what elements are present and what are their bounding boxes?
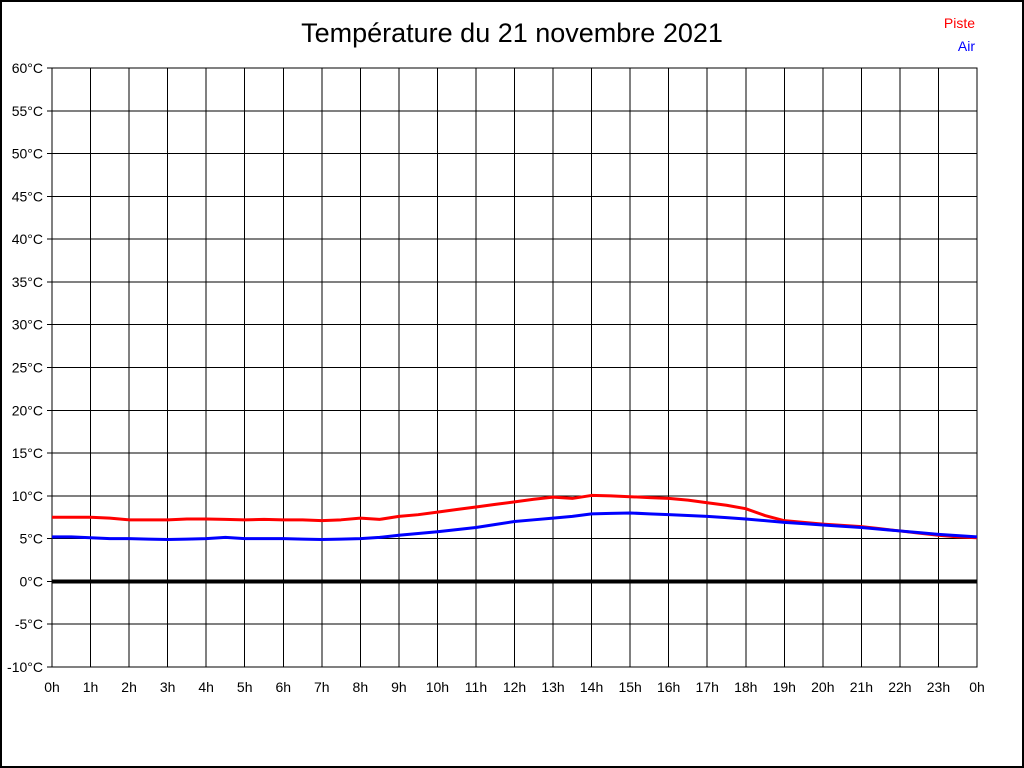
legend-piste-label: Piste [943, 15, 975, 31]
x-tick-label: 1h [83, 679, 99, 695]
x-tick-label: 15h [618, 679, 641, 695]
x-tick-label: 13h [541, 679, 564, 695]
x-tick-label: 0h [44, 679, 60, 695]
x-tick-label: 5h [237, 679, 253, 695]
legend-air-label: Air [957, 38, 975, 54]
x-tick-label: 9h [391, 679, 407, 695]
y-tick-label: 35°C [12, 274, 43, 290]
x-tick-label: 21h [850, 679, 873, 695]
x-tick-label: 3h [160, 679, 176, 695]
y-tick-label: 55°C [12, 103, 43, 119]
y-tick-label: 15°C [12, 445, 43, 461]
legend-item-air: Air [944, 35, 975, 58]
x-tick-label: 16h [657, 679, 680, 695]
x-tick-label: 14h [580, 679, 603, 695]
x-tick-label: 11h [465, 679, 487, 695]
y-tick-label: 25°C [12, 360, 43, 376]
y-tick-label: 5°C [20, 531, 44, 547]
x-tick-label: 2h [121, 679, 137, 695]
plot-border [51, 67, 978, 668]
x-tick-label: 8h [353, 679, 369, 695]
x-tick-label: 6h [275, 679, 291, 695]
air-line [52, 511, 978, 541]
y-tick-label: 45°C [12, 188, 43, 204]
y-tick-label: 30°C [12, 317, 43, 333]
y-tick-label: 60°C [12, 60, 43, 76]
y-tick-label: 50°C [12, 146, 43, 162]
chart-title: Température du 21 novembre 2021 [301, 18, 723, 48]
x-tick-label: 20h [811, 679, 834, 695]
y-tick-label: 10°C [12, 488, 43, 504]
y-tick-label: -10°C [7, 659, 43, 675]
x-tick-label: 7h [314, 679, 330, 695]
x-tick-label: 0h [969, 679, 985, 695]
legend-item-piste: Piste [944, 12, 975, 35]
x-tick-label: 19h [773, 679, 796, 695]
y-tick-label: 0°C [20, 573, 44, 589]
y-tick-label: 20°C [12, 402, 43, 418]
x-tick-label: 23h [927, 679, 950, 695]
y-tick-label: -5°C [15, 616, 43, 632]
x-tick-label: 12h [503, 679, 526, 695]
x-tick-label: 18h [734, 679, 757, 695]
x-tick-label: 17h [696, 679, 719, 695]
x-tick-label: 22h [888, 679, 911, 695]
x-tick-label: 4h [198, 679, 214, 695]
x-tick-label: 10h [426, 679, 449, 695]
legend: Piste Air [944, 12, 975, 58]
y-tick-label: 40°C [12, 231, 43, 247]
